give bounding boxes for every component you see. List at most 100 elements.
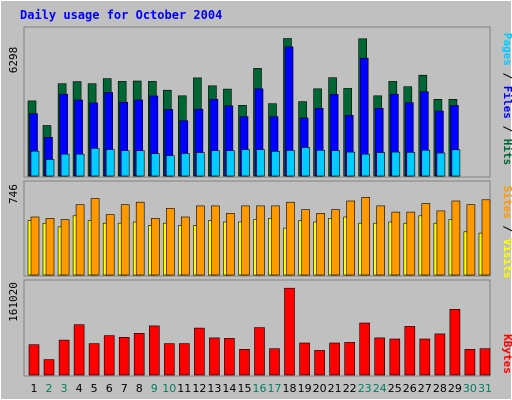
- bar-kbytes-day-2: [43, 359, 55, 376]
- bar-pages-day-21: [331, 150, 340, 177]
- x-label-day-26: 26: [403, 382, 417, 395]
- bar-pages-day-27: [421, 150, 431, 177]
- bar-sites-day-17: [271, 205, 280, 276]
- bar-pages-day-13: [211, 150, 220, 177]
- x-label-day-13: 13: [207, 382, 221, 395]
- x-label-day-17: 17: [268, 382, 282, 395]
- bar-pages-day-11: [181, 153, 190, 177]
- bar-kbytes-day-26: [404, 326, 416, 376]
- bar-pages-day-24: [376, 152, 386, 177]
- bar-pages-day-20: [316, 150, 325, 177]
- bar-sites-day-14: [226, 213, 235, 276]
- x-label-day-19: 19: [298, 382, 312, 395]
- x-label-day-14: 14: [222, 382, 236, 395]
- bar-pages-day-16: [256, 149, 265, 177]
- bar-kbytes-day-18: [284, 287, 295, 376]
- bar-kbytes-day-11: [179, 343, 190, 376]
- bar-kbytes-day-25: [389, 338, 401, 376]
- x-label-day-25: 25: [388, 382, 402, 395]
- x-label-day-9: 9: [151, 382, 158, 395]
- legend-sites: Sites: [501, 186, 512, 219]
- bar-sites-day-25: [391, 211, 401, 276]
- bar-pages-day-17: [271, 151, 280, 177]
- x-label-day-2: 2: [46, 382, 53, 395]
- bar-sites-day-5: [90, 198, 100, 276]
- bar-sites-day-2: [45, 218, 55, 276]
- bar-kbytes-day-14: [224, 338, 235, 376]
- bar-pages-day-23: [361, 153, 371, 177]
- bar-pages-day-14: [226, 150, 235, 177]
- bottom-legend: KBytes: [501, 334, 512, 374]
- bar-sites-day-23: [361, 197, 371, 276]
- mid-max-label: 746: [7, 184, 20, 204]
- bar-sites-day-9: [151, 218, 160, 276]
- bar-pages-day-5: [90, 148, 100, 177]
- bar-sites-day-16: [256, 205, 265, 276]
- bar-kbytes-day-1: [28, 344, 40, 376]
- x-label-day-21: 21: [328, 382, 342, 395]
- bar-kbytes-day-9: [149, 325, 160, 376]
- bar-sites-day-21: [331, 209, 340, 276]
- x-label-day-20: 20: [313, 382, 327, 395]
- x-label-day-15: 15: [238, 382, 252, 395]
- x-label-day-27: 27: [418, 382, 432, 395]
- bar-kbytes-day-29: [449, 308, 461, 376]
- bar-kbytes-day-6: [103, 335, 115, 376]
- bar-sites-day-31: [481, 199, 491, 276]
- bar-sites-day-20: [316, 213, 325, 276]
- bar-layer: [27, 38, 491, 376]
- bar-sites-day-19: [301, 209, 310, 276]
- x-label-day-10: 10: [162, 382, 176, 395]
- x-label-day-23: 23: [358, 382, 372, 395]
- x-label-day-7: 7: [121, 382, 128, 395]
- bar-pages-day-2: [45, 159, 55, 177]
- bar-pages-day-15: [241, 149, 250, 177]
- bar-kbytes-day-5: [88, 343, 100, 376]
- bar-kbytes-day-30: [464, 348, 476, 376]
- bar-kbytes-day-23: [359, 322, 371, 376]
- bar-sites-day-24: [376, 205, 386, 276]
- chart-title: Daily usage for October 2004: [20, 8, 222, 22]
- bar-sites-day-8: [135, 201, 145, 276]
- bar-pages-day-18: [286, 150, 295, 177]
- x-label-day-29: 29: [448, 382, 462, 395]
- bar-pages-day-22: [346, 151, 356, 177]
- bar-sites-day-3: [60, 219, 70, 276]
- bar-sites-day-7: [120, 204, 130, 276]
- bar-sites-day-12: [196, 205, 205, 276]
- x-label-day-6: 6: [106, 382, 113, 395]
- bar-pages-day-19: [301, 147, 310, 177]
- bar-sites-day-28: [436, 210, 446, 276]
- bar-pages-day-3: [60, 153, 70, 177]
- legend-files: Files: [501, 86, 512, 119]
- bar-pages-day-12: [196, 152, 205, 177]
- x-axis-labels: 1 2 3 4 5 6 7 8 9 10 11 12 13 14 15 16 17 18 19 20 21 22 23 24 2…: [31, 382, 493, 395]
- bar-kbytes-day-17: [269, 348, 280, 376]
- x-label-day-3: 3: [61, 382, 68, 395]
- bar-kbytes-day-21: [329, 342, 340, 376]
- x-label-day-8: 8: [136, 382, 143, 395]
- x-label-day-22: 22: [343, 382, 357, 395]
- bar-sites-day-6: [105, 214, 115, 276]
- bar-kbytes-day-28: [434, 333, 446, 376]
- bar-kbytes-day-4: [73, 324, 85, 376]
- x-label-day-24: 24: [373, 382, 387, 395]
- bar-sites-day-10: [166, 208, 175, 276]
- bar-pages-day-1: [30, 150, 40, 177]
- bottom-max-label: 161020: [7, 282, 20, 322]
- bar-sites-day-26: [406, 211, 416, 276]
- bar-sites-day-22: [346, 200, 356, 276]
- bar-pages-day-28: [436, 152, 446, 177]
- bar-pages-day-9: [151, 153, 160, 177]
- bar-kbytes-day-12: [194, 327, 205, 376]
- x-label-day-18: 18: [283, 382, 297, 395]
- x-label-day-5: 5: [91, 382, 98, 395]
- legend-pages: Pages: [501, 33, 512, 66]
- bar-sites-day-27: [421, 203, 431, 276]
- bar-pages-day-8: [135, 150, 145, 177]
- bar-kbytes-day-19: [299, 342, 310, 376]
- x-label-day-31: 31: [478, 382, 492, 395]
- x-label-day-30: 30: [463, 382, 477, 395]
- bar-kbytes-day-7: [118, 336, 130, 376]
